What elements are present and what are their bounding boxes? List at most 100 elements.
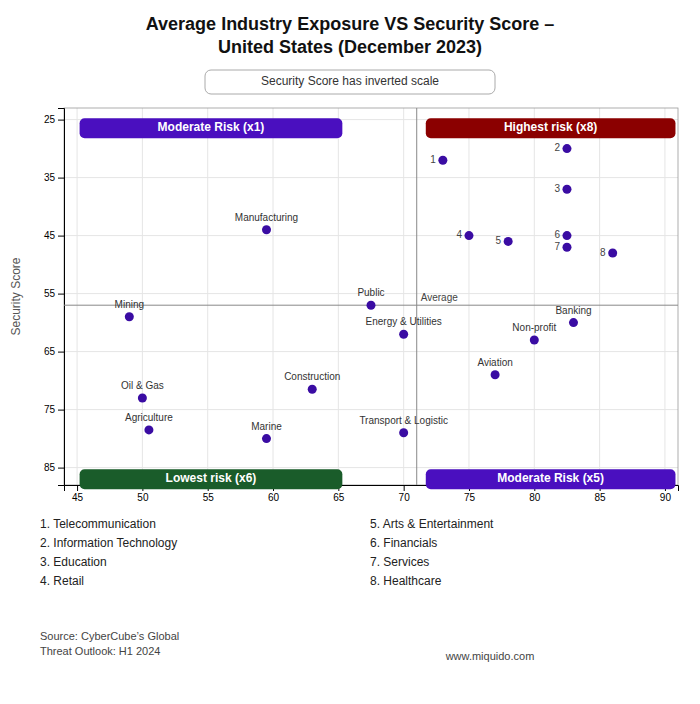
y-tick-label: 65	[44, 346, 56, 357]
note: Security Score has inverted scale	[261, 74, 439, 88]
grid-line-y	[64, 467, 678, 468]
point-label: Agriculture	[125, 412, 173, 423]
x-tick-label: 60	[268, 492, 280, 503]
plot-frame	[64, 108, 678, 485]
point-label: Banking	[555, 305, 591, 316]
point-number: 2	[554, 142, 560, 153]
risk-box	[80, 118, 343, 138]
x-tick-mark	[77, 485, 78, 491]
point-label: Non-profit	[512, 322, 556, 333]
key-item: 6. Financials	[370, 536, 437, 550]
x-tick-label: 45	[72, 492, 84, 503]
grid-line-y	[64, 409, 678, 410]
y-tick: 75	[44, 404, 64, 415]
grid-line-y	[64, 351, 678, 352]
y-tick-mark	[58, 468, 64, 469]
title-line: Average Industry Exposure VS Security Sc…	[146, 14, 555, 34]
y-tick-mark	[58, 120, 64, 121]
y-tick: 45	[44, 230, 64, 241]
named-point	[125, 312, 134, 321]
y-axis-title: Security Score	[9, 257, 23, 335]
y-tick-label: 35	[44, 172, 56, 183]
x-tick-label: 80	[529, 492, 541, 503]
point-number: 7	[554, 241, 560, 252]
y-tick-mark	[58, 410, 64, 411]
point-label: Oil & Gas	[121, 380, 164, 391]
point-label: Transport & Logistic	[359, 415, 448, 426]
grid-line-x	[468, 108, 469, 485]
average-line-x	[416, 108, 417, 485]
average-label: Average	[421, 292, 459, 303]
key-item: 7. Services	[370, 555, 429, 569]
key-item: 2. Information Technology	[40, 536, 177, 550]
chart-container: Average Industry Exposure VS Security Sc…	[0, 0, 700, 704]
website: www.miquido.com	[445, 650, 535, 662]
grid-line-x	[207, 108, 208, 485]
x-tick: 70	[399, 485, 411, 503]
y-tick-label: 55	[44, 288, 56, 299]
point-number: 4	[456, 229, 462, 240]
grid-line-x	[534, 108, 535, 485]
key-item: 4. Retail	[40, 574, 84, 588]
point-label: Marine	[251, 421, 282, 432]
point-label: Energy & Utilities	[366, 316, 442, 327]
risk-box-label: Lowest risk (x6)	[166, 471, 257, 485]
grid-line-x	[142, 108, 143, 485]
title-line: United States (December 2023)	[218, 37, 482, 57]
y-tick: 85	[44, 462, 64, 473]
grid-line-x	[77, 108, 78, 485]
y-tick-mark	[58, 178, 64, 179]
grid-line-x	[338, 108, 339, 485]
risk-box-label: Highest risk (x8)	[504, 120, 597, 134]
numbered-point	[562, 185, 571, 194]
y-tick-mark	[58, 294, 64, 295]
point-number: 3	[554, 183, 560, 194]
point-number: 6	[554, 229, 560, 240]
named-point	[399, 428, 408, 437]
risk-box	[426, 118, 676, 138]
numbered-point	[504, 237, 513, 246]
numbered-point	[562, 144, 571, 153]
x-tick-label: 65	[333, 492, 345, 503]
named-point	[262, 434, 271, 443]
numbered-point	[464, 231, 473, 240]
risk-box-label: Moderate Risk (x5)	[497, 471, 604, 485]
x-tick-label: 55	[203, 492, 215, 503]
title: Average Industry Exposure VS Security Sc…	[146, 14, 555, 57]
x-tick-label: 50	[137, 492, 149, 503]
y-tick: 65	[44, 346, 64, 357]
y-tick-label: 85	[44, 462, 56, 473]
y-axis: 25 35 45 55 65 75 85	[44, 109, 65, 486]
x-tick-label: 85	[595, 492, 607, 503]
named-point	[530, 336, 539, 345]
point-label: Mining	[115, 299, 144, 310]
y-tick-label: 45	[44, 230, 56, 241]
named-point	[308, 385, 317, 394]
y-tick-label: 25	[44, 114, 56, 125]
source-line: Source: CyberCube’s Global	[40, 630, 179, 642]
point-number: 8	[600, 247, 606, 258]
named-point	[491, 370, 500, 379]
risk-box	[426, 469, 676, 489]
x-tick-label: 70	[399, 492, 411, 503]
note-box	[205, 70, 495, 94]
y-tick: 35	[44, 172, 64, 183]
point-number: 5	[496, 235, 502, 246]
numbered-point	[438, 156, 447, 165]
plot: 4550556065707580859025354555657585Securi…	[9, 108, 679, 503]
named-point	[144, 425, 153, 434]
chart-svg: Average Industry Exposure VS Security Sc…	[0, 0, 700, 704]
grid-line-y	[64, 177, 678, 178]
numbered-point	[608, 249, 617, 258]
y-tick: 55	[44, 288, 64, 299]
risk-box	[80, 469, 343, 489]
risk-box-label: Moderate Risk (x1)	[158, 120, 265, 134]
grid-line-x	[664, 108, 665, 485]
y-tick-mark	[58, 352, 64, 353]
source: Source: CyberCube’s GlobalThreat Outlook…	[40, 630, 179, 657]
grid-line-x	[599, 108, 600, 485]
grid	[64, 108, 678, 485]
key-item: 5. Arts & Entertainment	[370, 517, 494, 531]
named-point	[367, 301, 376, 310]
annotations: ManufacturingMiningOil & GasAgricultureM…	[80, 118, 676, 489]
